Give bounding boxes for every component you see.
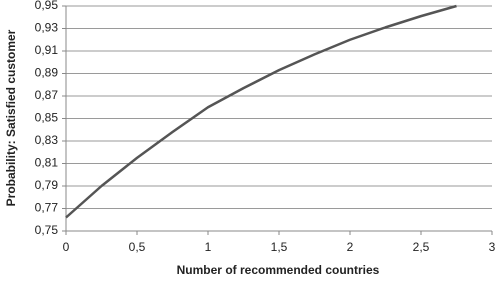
x-tick-label: 2 xyxy=(347,240,354,254)
y-tick-label: 0,79 xyxy=(35,178,59,192)
y-axis-label: Probability: Satisfied customer xyxy=(4,29,18,206)
y-tick-label: 0,95 xyxy=(35,0,59,12)
y-tick-label: 0,83 xyxy=(35,133,59,147)
x-axis-label: Number of recommended countries xyxy=(177,263,380,277)
y-tick-label: 0,93 xyxy=(35,21,59,35)
y-tick-label: 0,91 xyxy=(35,43,59,57)
x-tick-label: 3 xyxy=(489,240,496,254)
line-series xyxy=(65,4,457,219)
y-tick-label: 0,77 xyxy=(35,201,59,215)
x-tick-label: 2,5 xyxy=(413,240,430,254)
y-tick-label: 0,75 xyxy=(35,223,59,237)
y-tick-label: 0,81 xyxy=(35,156,59,170)
x-tick-label: 1 xyxy=(205,240,212,254)
x-tick-label: 0 xyxy=(63,240,70,254)
x-tick-label: 0,5 xyxy=(129,240,146,254)
x-tick-label: 1,5 xyxy=(271,240,288,254)
y-tick-label: 0,87 xyxy=(35,88,59,102)
y-tick-label: 0,85 xyxy=(35,111,59,125)
y-tick-label: 0,89 xyxy=(35,66,59,80)
